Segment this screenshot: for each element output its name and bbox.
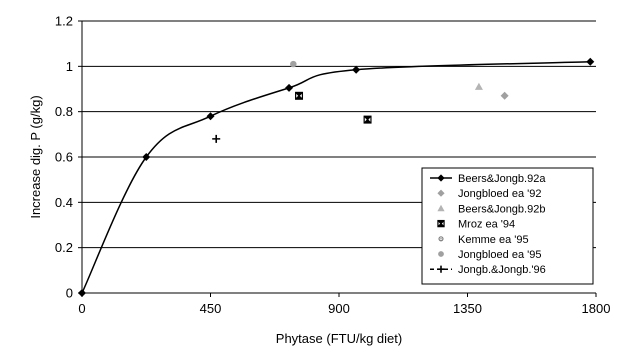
legend-item-0: Beers&Jongb.92a: [430, 173, 546, 185]
y-tick-label-2: 0.4: [55, 195, 73, 210]
series-6: [212, 134, 221, 143]
legend-item-1: Jongbloed ea '92: [437, 188, 541, 200]
series-2-point-0: [474, 82, 483, 90]
series-0-point-4: [352, 65, 361, 74]
series-0-point-3: [285, 83, 294, 92]
y-axis-label: Increase dig. P (g/kg): [28, 95, 43, 218]
series-3-point-0-bottom: [295, 95, 303, 100]
series-1-point-0: [500, 91, 509, 100]
series-3-point-1: [363, 115, 372, 124]
series-0-point-1: [142, 153, 151, 161]
series-5-point-0: [290, 60, 297, 68]
series-1: [500, 91, 509, 100]
series-3-point-1-top: [364, 116, 371, 120]
series-0-point-5: [586, 57, 595, 66]
legend-item-5: Jongbloed ea '95: [438, 249, 541, 261]
series-2: [474, 82, 483, 90]
legend-item-4: Kemme ea '95: [438, 234, 529, 246]
legend-marker-3: [437, 219, 445, 228]
series-3: [295, 91, 372, 124]
x-axis-label: Phytase (FTU/kg diet): [276, 331, 402, 346]
y-tick-label-5: 1: [66, 59, 73, 74]
y-tick-label-3: 0.6: [55, 150, 73, 165]
y-tick-label-4: 0.8: [55, 104, 73, 119]
series-0-point-2: [206, 112, 215, 121]
legend-marker-2: [437, 204, 445, 212]
legend-marker-3-top: [437, 220, 445, 224]
series-3-point-1-bottom: [364, 119, 371, 123]
x-tick-label-0: 0: [78, 301, 85, 316]
x-tick-labels: 0 450 900 1350 1800: [78, 301, 610, 316]
series-0-point-0: [78, 289, 86, 297]
legend-label-2: Beers&Jongb.92b: [458, 203, 545, 215]
series-5: [290, 60, 297, 68]
legend-item-2: Beers&Jongb.92b: [437, 203, 545, 215]
legend-marker-6: [437, 265, 445, 273]
axes: [78, 20, 597, 297]
legend-marker-4: [438, 236, 444, 242]
legend-label-1: Jongbloed ea '92: [458, 188, 541, 200]
x-tick-label-3: 1350: [453, 301, 482, 316]
x-tick-label-4: 1800: [582, 301, 611, 316]
legend-label-3: Mroz ea '94: [458, 219, 515, 231]
y-tick-label-1: 0.2: [55, 240, 73, 255]
series-layer: [78, 57, 595, 297]
x-tick-label-1: 450: [200, 301, 222, 316]
legend-marker-4-dot: [440, 238, 442, 240]
y-tick-label-0: 0: [66, 286, 73, 301]
legend-marker-5: [438, 251, 444, 257]
legend-marker-3-bottom: [437, 223, 445, 227]
legend-item-6: Jongb.&Jongb.'96: [430, 264, 546, 276]
y-tick-label-6: 1.2: [55, 14, 73, 29]
legend-marker-0: [437, 174, 445, 182]
series-6-point-0: [212, 134, 221, 143]
legend: Beers&Jongb.92a Jongbloed ea '92 Beers&Jon…: [421, 167, 594, 285]
series-0: [78, 57, 595, 297]
y-tick-labels: 0 0.2 0.4 0.6 0.8 1 1.2: [55, 14, 73, 301]
legend-label-6: Jongb.&Jongb.'96: [458, 264, 546, 276]
legend-label-5: Jongbloed ea '95: [458, 249, 541, 261]
legend-box: [421, 167, 594, 285]
legend-label-4: Kemme ea '95: [458, 234, 529, 246]
series-3-point-0-top: [295, 92, 303, 96]
x-tick-label-2: 900: [328, 301, 350, 316]
legend-item-3: Mroz ea '94: [437, 219, 515, 231]
series-0-line: [81, 61, 591, 294]
legend-label-0: Beers&Jongb.92a: [458, 173, 546, 185]
series-3-point-0: [295, 91, 304, 100]
legend-marker-1: [437, 189, 445, 197]
